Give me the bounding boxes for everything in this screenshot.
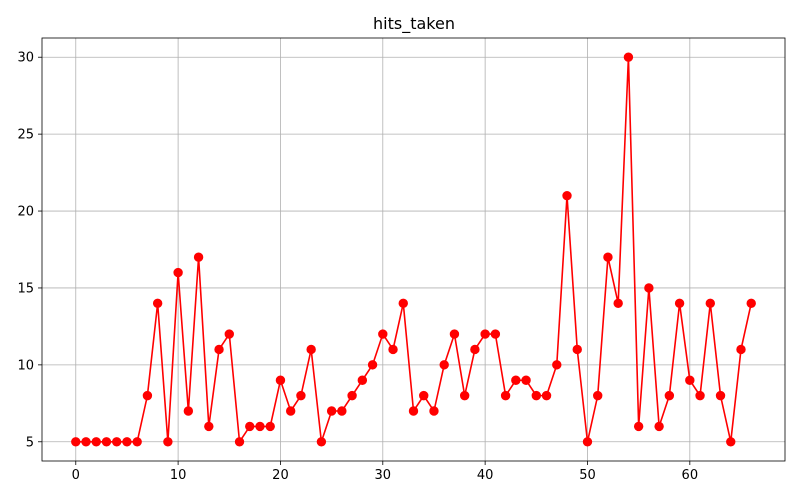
- data-point: [644, 283, 654, 293]
- data-point: [152, 298, 163, 309]
- y-tick-label: 30: [17, 51, 34, 66]
- data-point: [163, 437, 173, 447]
- data-point: [613, 298, 623, 309]
- data-point: [275, 375, 286, 385]
- data-point: [480, 329, 490, 339]
- data-point: [674, 298, 685, 309]
- plot-frame: [41, 37, 786, 462]
- data-point: [193, 252, 204, 262]
- series-layer: [71, 52, 756, 447]
- data-point: [726, 437, 736, 447]
- y-tick-label: 25: [17, 128, 34, 143]
- data-point: [541, 390, 552, 401]
- data-point: [582, 437, 593, 447]
- data-point: [378, 329, 388, 339]
- data-point: [255, 421, 265, 432]
- data-point: [633, 421, 644, 432]
- data-point: [459, 390, 470, 401]
- data-point: [746, 298, 756, 309]
- data-point: [337, 406, 347, 416]
- y-tick-label: 15: [17, 281, 34, 296]
- data-point: [173, 267, 183, 278]
- data-point: [204, 421, 214, 432]
- data-point: [122, 437, 132, 447]
- x-tick-label: 40: [477, 468, 494, 483]
- data-point: [408, 406, 419, 416]
- y-tick-label: 20: [17, 205, 34, 220]
- data-point: [214, 344, 224, 355]
- data-point: [664, 390, 675, 401]
- data-point: [347, 390, 357, 401]
- data-point: [316, 437, 327, 447]
- data-point: [490, 329, 501, 339]
- data-point: [572, 344, 582, 355]
- data-point: [736, 344, 746, 355]
- data-point: [562, 190, 572, 201]
- data-point: [470, 344, 480, 355]
- x-tick-label: 10: [170, 468, 187, 483]
- x-tick-label: 60: [682, 468, 699, 483]
- y-axis-ticks: 5 10 15 20 25 30: [17, 51, 42, 450]
- x-tick-label: 30: [375, 468, 392, 483]
- data-point: [388, 344, 398, 355]
- data-point: [603, 252, 613, 262]
- data-point: [245, 421, 255, 432]
- data-point: [521, 375, 531, 385]
- x-tick-label: 50: [579, 468, 596, 483]
- data-point: [142, 390, 153, 401]
- x-tick-label: 0: [72, 468, 80, 483]
- axes: [41, 37, 786, 462]
- y-tick-label: 10: [17, 358, 34, 373]
- x-axis-ticks: 0 10 20 30 40 50 60: [72, 461, 698, 483]
- data-point: [419, 390, 429, 401]
- data-point: [531, 390, 542, 401]
- data-point: [439, 360, 449, 370]
- data-point: [449, 329, 460, 339]
- data-point: [183, 406, 194, 416]
- data-point: [500, 390, 511, 401]
- data-point: [715, 390, 726, 401]
- data-point: [552, 360, 562, 370]
- data-point: [71, 437, 81, 447]
- data-point: [705, 298, 715, 309]
- data-point: [306, 344, 316, 355]
- data-point: [398, 298, 408, 309]
- data-point: [112, 437, 122, 447]
- data-point: [296, 390, 306, 401]
- grid-lines: [42, 38, 785, 461]
- data-point: [132, 437, 142, 447]
- data-point: [593, 390, 603, 401]
- data-point: [511, 375, 521, 385]
- data-point: [326, 406, 337, 416]
- data-point: [234, 437, 245, 447]
- data-point: [224, 329, 234, 339]
- data-point: [367, 360, 378, 370]
- data-point: [357, 375, 368, 385]
- data-point: [81, 437, 91, 447]
- data-point: [695, 390, 705, 401]
- y-tick-label: 5: [26, 435, 34, 450]
- data-point: [685, 375, 695, 385]
- data-point: [654, 421, 664, 432]
- data-point: [101, 437, 112, 447]
- data-point: [623, 52, 634, 62]
- data-point: [285, 406, 296, 416]
- chart-title: hits_taken: [373, 14, 455, 34]
- data-point: [429, 406, 439, 416]
- data-point: [265, 421, 275, 432]
- x-tick-label: 20: [272, 468, 289, 483]
- data-point: [91, 437, 101, 447]
